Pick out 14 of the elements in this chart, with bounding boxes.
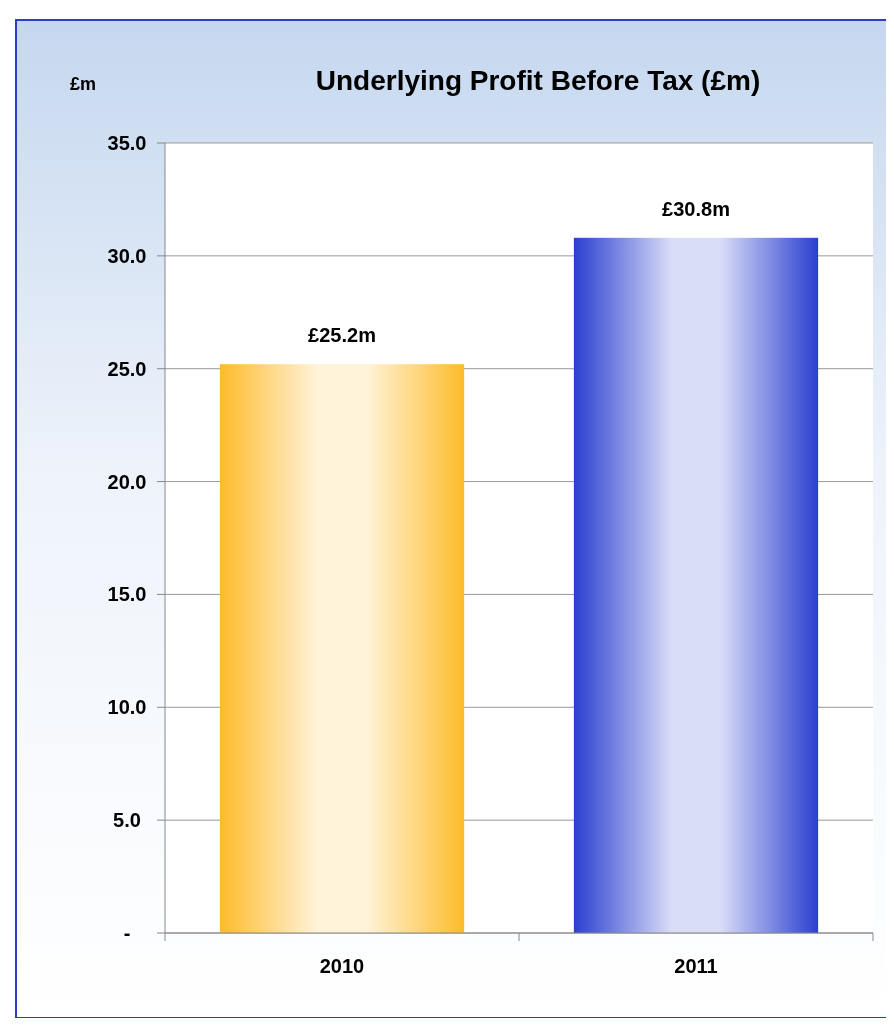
x-tick-label: 2011 (674, 955, 718, 977)
y-tick-label: 25.0 (107, 357, 147, 380)
data-label: £25.2m (308, 324, 376, 347)
y-tick-label: - (123, 922, 131, 944)
y-tick-label: 35.0 (107, 132, 147, 154)
x-tick-label: 2010 (319, 955, 365, 977)
y-tick-label: 15.0 (107, 583, 147, 606)
y-axis-title: £m (69, 74, 97, 94)
data-label: £30.8m (662, 197, 730, 220)
y-tick-label: 30.0 (107, 244, 147, 267)
chart-title: Underlying Profit Before Tax (£m) (315, 65, 761, 96)
y-tick-label: 5.0 (113, 809, 141, 832)
y-tick-label: 20.0 (107, 470, 147, 493)
y-tick-label: 10.0 (107, 696, 147, 719)
